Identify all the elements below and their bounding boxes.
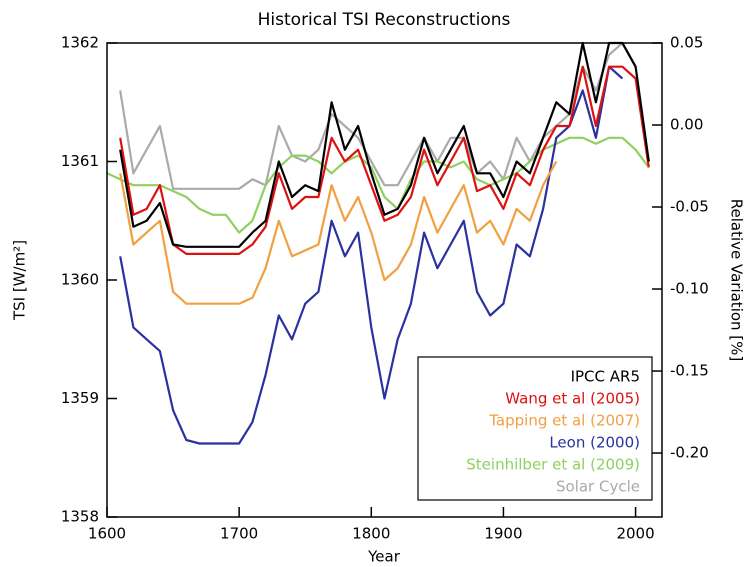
y2-tick-label: 0.00 [670, 116, 703, 134]
series-line [119, 65, 624, 445]
legend-entry: Steinhilber et al (2009) [466, 456, 640, 474]
legend-entry: Wang et al (2005) [505, 390, 640, 408]
y2-tick-label: -0.10 [670, 280, 709, 298]
chart-title: Historical TSI Reconstructions [258, 10, 511, 30]
x-axis-label: Year [367, 548, 401, 566]
series-line [119, 41, 637, 190]
y-axis-label: TSI [W/m²] [11, 240, 29, 321]
y2-tick-label: 0.05 [670, 34, 703, 52]
y-tick-label: 1360 [61, 271, 99, 289]
legend-entry: Tapping et al (2007) [488, 412, 640, 430]
y-tick-label: 1358 [61, 508, 99, 526]
legend-entry: IPCC AR5 [571, 368, 640, 386]
y2-tick-label: -0.20 [670, 444, 709, 462]
x-tick-label: 1700 [220, 525, 258, 543]
y-tick-label: 1359 [61, 389, 99, 407]
series-line [119, 160, 558, 305]
y2-tick-label: -0.15 [670, 362, 709, 380]
legend-box [417, 356, 653, 501]
series-line [119, 41, 650, 248]
x-tick-label: 1600 [88, 525, 126, 543]
series-line [119, 65, 650, 255]
y2-axis-label: Relative Variation [%] [728, 199, 746, 362]
x-tick-label: 1900 [484, 525, 522, 543]
series-line [106, 136, 650, 234]
legend-entry: Solar Cycle [556, 478, 640, 496]
plot-area [106, 41, 650, 445]
legend-entry: Leon (2000) [549, 434, 640, 452]
x-tick-label: 2000 [616, 525, 654, 543]
y-tick-label: 1362 [61, 34, 99, 52]
x-tick-label: 1800 [352, 525, 390, 543]
y2-tick-label: -0.05 [670, 198, 709, 216]
y-tick-label: 1361 [61, 152, 99, 170]
